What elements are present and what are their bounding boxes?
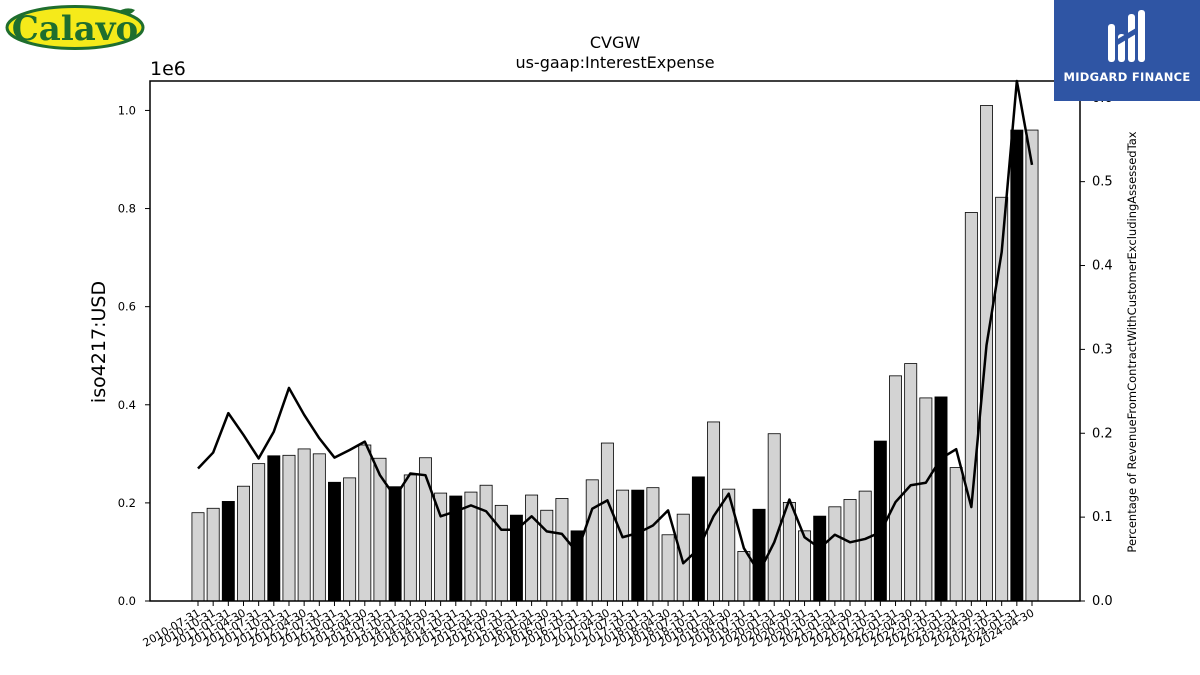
bar xyxy=(737,551,751,602)
bar xyxy=(782,501,796,602)
y2-tick-label: 0.4 xyxy=(1092,259,1113,274)
bar xyxy=(237,485,250,602)
bar xyxy=(616,489,630,602)
revenue-ratio-line xyxy=(197,79,1034,574)
bar xyxy=(843,499,857,602)
midgard-emblem-icon xyxy=(1108,10,1145,62)
bar xyxy=(191,512,205,602)
bar xyxy=(509,514,523,602)
bar xyxy=(418,457,432,602)
bar xyxy=(297,448,311,602)
bar xyxy=(267,455,281,602)
bar xyxy=(555,498,569,602)
bar xyxy=(1025,129,1039,602)
midgard-finance-logo-text: MIDGARD FINANCE xyxy=(1063,70,1191,84)
bar xyxy=(403,474,417,602)
bar xyxy=(464,491,478,602)
y-axis-ticks: 0.0 0.2 0.4 0.6 0.8 1.0 xyxy=(118,103,150,608)
bar xyxy=(600,442,614,602)
y2-tick-label: 0.0 xyxy=(1092,594,1113,609)
calavo-logo: Calavo xyxy=(5,4,146,51)
bar xyxy=(949,467,963,602)
bar xyxy=(767,433,781,602)
bar xyxy=(934,396,948,602)
bar xyxy=(813,515,827,602)
bar xyxy=(540,509,554,602)
y-tick-label: 0.0 xyxy=(118,594,136,608)
bar xyxy=(964,212,978,602)
y-tick-label: 1.0 xyxy=(118,103,136,117)
y2-tick-label: 0.1 xyxy=(1092,510,1113,525)
bar xyxy=(343,477,357,602)
y2-tick-label: 0.2 xyxy=(1092,426,1113,441)
bar xyxy=(646,487,660,602)
y2-axis-label: Percentage of RevenueFromContractWithCus… xyxy=(1125,131,1139,552)
y-tick-label: 0.6 xyxy=(118,300,136,314)
bar xyxy=(282,454,296,602)
y-tick-label: 0.8 xyxy=(118,202,136,216)
bar xyxy=(328,481,341,602)
bar xyxy=(494,504,508,602)
bar xyxy=(206,507,220,602)
calavo-logo-graphic: Calavo xyxy=(5,5,145,50)
bar xyxy=(479,484,493,602)
y2-axis-ticks: 0.00.10.20.30.40.50.6 xyxy=(1080,91,1113,609)
chart-subtitle: us-gaap:InterestExpense xyxy=(515,53,714,72)
bars-group xyxy=(191,105,1039,602)
y2-tick-label: 0.5 xyxy=(1092,175,1113,190)
bar xyxy=(358,444,372,602)
x-axis-ticks: 2010-07-312010-10-312011-01-312011-04-30… xyxy=(141,601,1037,650)
calavo-logo-oval xyxy=(5,5,145,50)
bar xyxy=(525,494,539,602)
bar xyxy=(919,397,933,602)
bar xyxy=(221,501,235,602)
chart-title: CVGW xyxy=(590,33,641,52)
bar xyxy=(388,486,402,602)
bar xyxy=(585,479,599,602)
y-tick-label: 0.4 xyxy=(118,398,136,412)
y-axis-label: iso4217:USD xyxy=(88,281,110,403)
midgard-finance-logo: MIDGARD FINANCE xyxy=(1054,0,1200,101)
bar xyxy=(904,363,918,602)
calavo-logo-text: Calavo xyxy=(12,9,138,49)
bar xyxy=(889,375,902,602)
bar xyxy=(1010,129,1024,602)
bar xyxy=(858,490,872,602)
plot-frame xyxy=(149,80,1081,602)
bar xyxy=(661,534,675,602)
y-tick-label: 0.2 xyxy=(118,496,136,510)
bar xyxy=(312,453,326,602)
bar xyxy=(434,492,448,602)
y2-tick-label: 0.3 xyxy=(1092,342,1113,357)
leaf-icon xyxy=(117,8,135,15)
y-axis-multiplier: 1e6 xyxy=(150,58,186,80)
bar xyxy=(828,506,842,602)
bar xyxy=(752,508,766,602)
bar xyxy=(252,463,266,602)
bar xyxy=(631,489,645,602)
